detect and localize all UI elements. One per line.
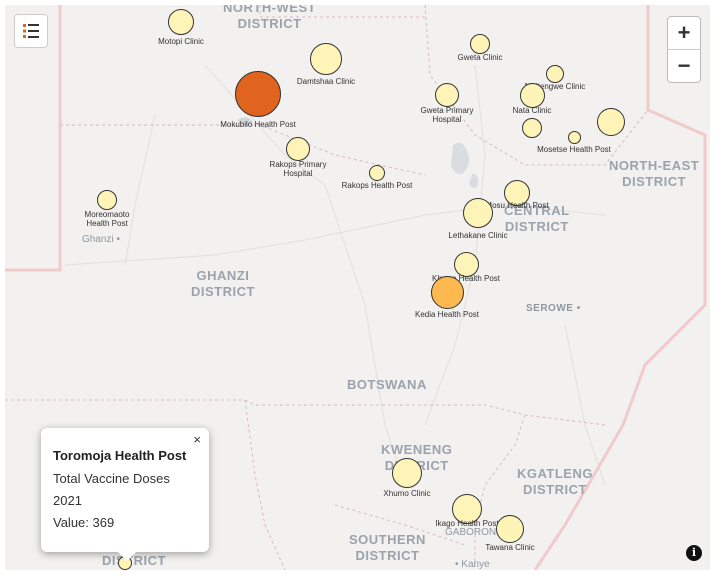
town-label-gaborone: GABORONE: [445, 527, 503, 538]
salt-pan: [469, 173, 479, 189]
marker-label-mokubilo: Mokubilo Health Post: [220, 120, 296, 129]
marker-label-rakops-hp: Rakops Health Post: [341, 181, 413, 190]
marker-kedia[interactable]: [430, 275, 464, 309]
marker-label-ikago: Ikago Health Post: [435, 519, 499, 528]
marker-mosetse[interactable]: [567, 130, 581, 144]
marker-label-rakops-primary: Rakops Primary Hospital: [269, 160, 327, 178]
marker-label-tawana: Tawana Clinic: [485, 543, 535, 552]
marker-nata-2[interactable]: [522, 118, 542, 138]
marker-popup: × Toromoja Health Post Total Vaccine Dos…: [41, 428, 209, 561]
district-label-central: CENTRAL DISTRICT: [504, 203, 570, 234]
close-icon[interactable]: ×: [193, 432, 201, 447]
road: [124, 114, 156, 266]
popup-title: Toromoja Health Post: [53, 448, 187, 463]
road: [204, 64, 326, 186]
marker-gweta-primary[interactable]: [435, 83, 459, 107]
marker-label-mosetse: Mosetse Health Post: [537, 145, 611, 154]
district-border: [259, 5, 425, 18]
popup-metric: Total Vaccine Doses: [53, 471, 170, 486]
marker-label-mosu: Mosu Health Post: [485, 201, 549, 210]
town-label-serowe: SEROWE •: [526, 303, 581, 314]
district-border: [334, 504, 466, 546]
popup-value: Value: 369: [53, 515, 115, 530]
district-label-ghanzi: GHANZI DISTRICT: [191, 268, 255, 299]
marker-label-gweta-clinic: Gweta Clinic: [457, 53, 503, 62]
marker-label-xhumo: Xhumo Clinic: [383, 489, 431, 498]
marker-rakops-hp[interactable]: [369, 165, 385, 181]
map-canvas[interactable]: NORTH-WEST DISTRICT GHANZI DISTRICT CENTRA…: [5, 5, 710, 570]
marker-nata[interactable]: [519, 82, 545, 108]
international-border: [5, 5, 62, 272]
district-border: [5, 399, 606, 426]
district-border: [244, 399, 286, 570]
marker-label-damtshaa: Damtshaa Clinic: [296, 77, 356, 86]
marker-label-moreomaoto: Moreomaoto Health Post: [84, 210, 130, 228]
town-label-ghanzi: Ghanzi •: [82, 234, 120, 245]
marker-label-motopi: Motopi Clinic: [158, 37, 204, 46]
marker-label-maitengwe: Maitengwe Clinic: [524, 82, 586, 91]
marker-khwee[interactable]: [453, 251, 479, 277]
marker-moreomaoto[interactable]: [97, 190, 117, 210]
marker-motopi[interactable]: [168, 9, 194, 35]
marker-label-nata: Nata Clinic: [512, 106, 552, 115]
road: [64, 204, 606, 266]
zoom-out-button[interactable]: −: [668, 49, 700, 82]
district-border: [424, 5, 649, 166]
district-label-kgatleng: KGATLENG DISTRICT: [517, 466, 593, 497]
legend-toggle-button[interactable]: [14, 14, 48, 48]
district-label-southern: SOUTHERN DISTRICT: [349, 532, 426, 563]
country-label: BOTSWANA: [347, 377, 427, 392]
marker-label-lethakane: Lethakane Clinic: [448, 231, 508, 240]
zoom-control: + −: [667, 16, 701, 83]
international-border: [533, 5, 707, 570]
popup-year: 2021: [53, 493, 82, 508]
marker-damtshaa[interactable]: [310, 43, 342, 75]
road: [324, 184, 406, 486]
road: [564, 324, 606, 486]
marker-xhumo[interactable]: [392, 458, 422, 488]
marker-lethakane[interactable]: [463, 198, 493, 228]
marker-mokubilo[interactable]: [235, 71, 281, 117]
marker-ne-clinic[interactable]: [597, 108, 625, 136]
marker-maitengwe[interactable]: [546, 65, 564, 83]
marker-tawana[interactable]: [496, 515, 524, 543]
info-icon[interactable]: i: [686, 545, 702, 561]
popup-tip: [117, 551, 137, 561]
town-label-kanye: • Kanye: [455, 559, 490, 570]
district-border: [60, 124, 426, 176]
marker-label-gweta-primary: Gweta Primary Hospital: [420, 106, 474, 124]
lake: [237, 117, 253, 126]
list-icon: [23, 24, 39, 38]
marker-rakops-primary[interactable]: [286, 137, 310, 161]
zoom-in-button[interactable]: +: [677, 20, 691, 45]
marker-ikago[interactable]: [452, 494, 482, 524]
marker-mosu[interactable]: [504, 180, 530, 206]
district-label-north-east: NORTH-EAST DISTRICT: [609, 158, 700, 189]
marker-label-kedia: Kedia Health Post: [414, 310, 480, 319]
salt-pan: [451, 143, 470, 174]
marker-gweta-clinic[interactable]: [470, 34, 490, 54]
district-label-north-west: NORTH-WEST DISTRICT: [223, 5, 317, 31]
basemap: [5, 5, 707, 570]
